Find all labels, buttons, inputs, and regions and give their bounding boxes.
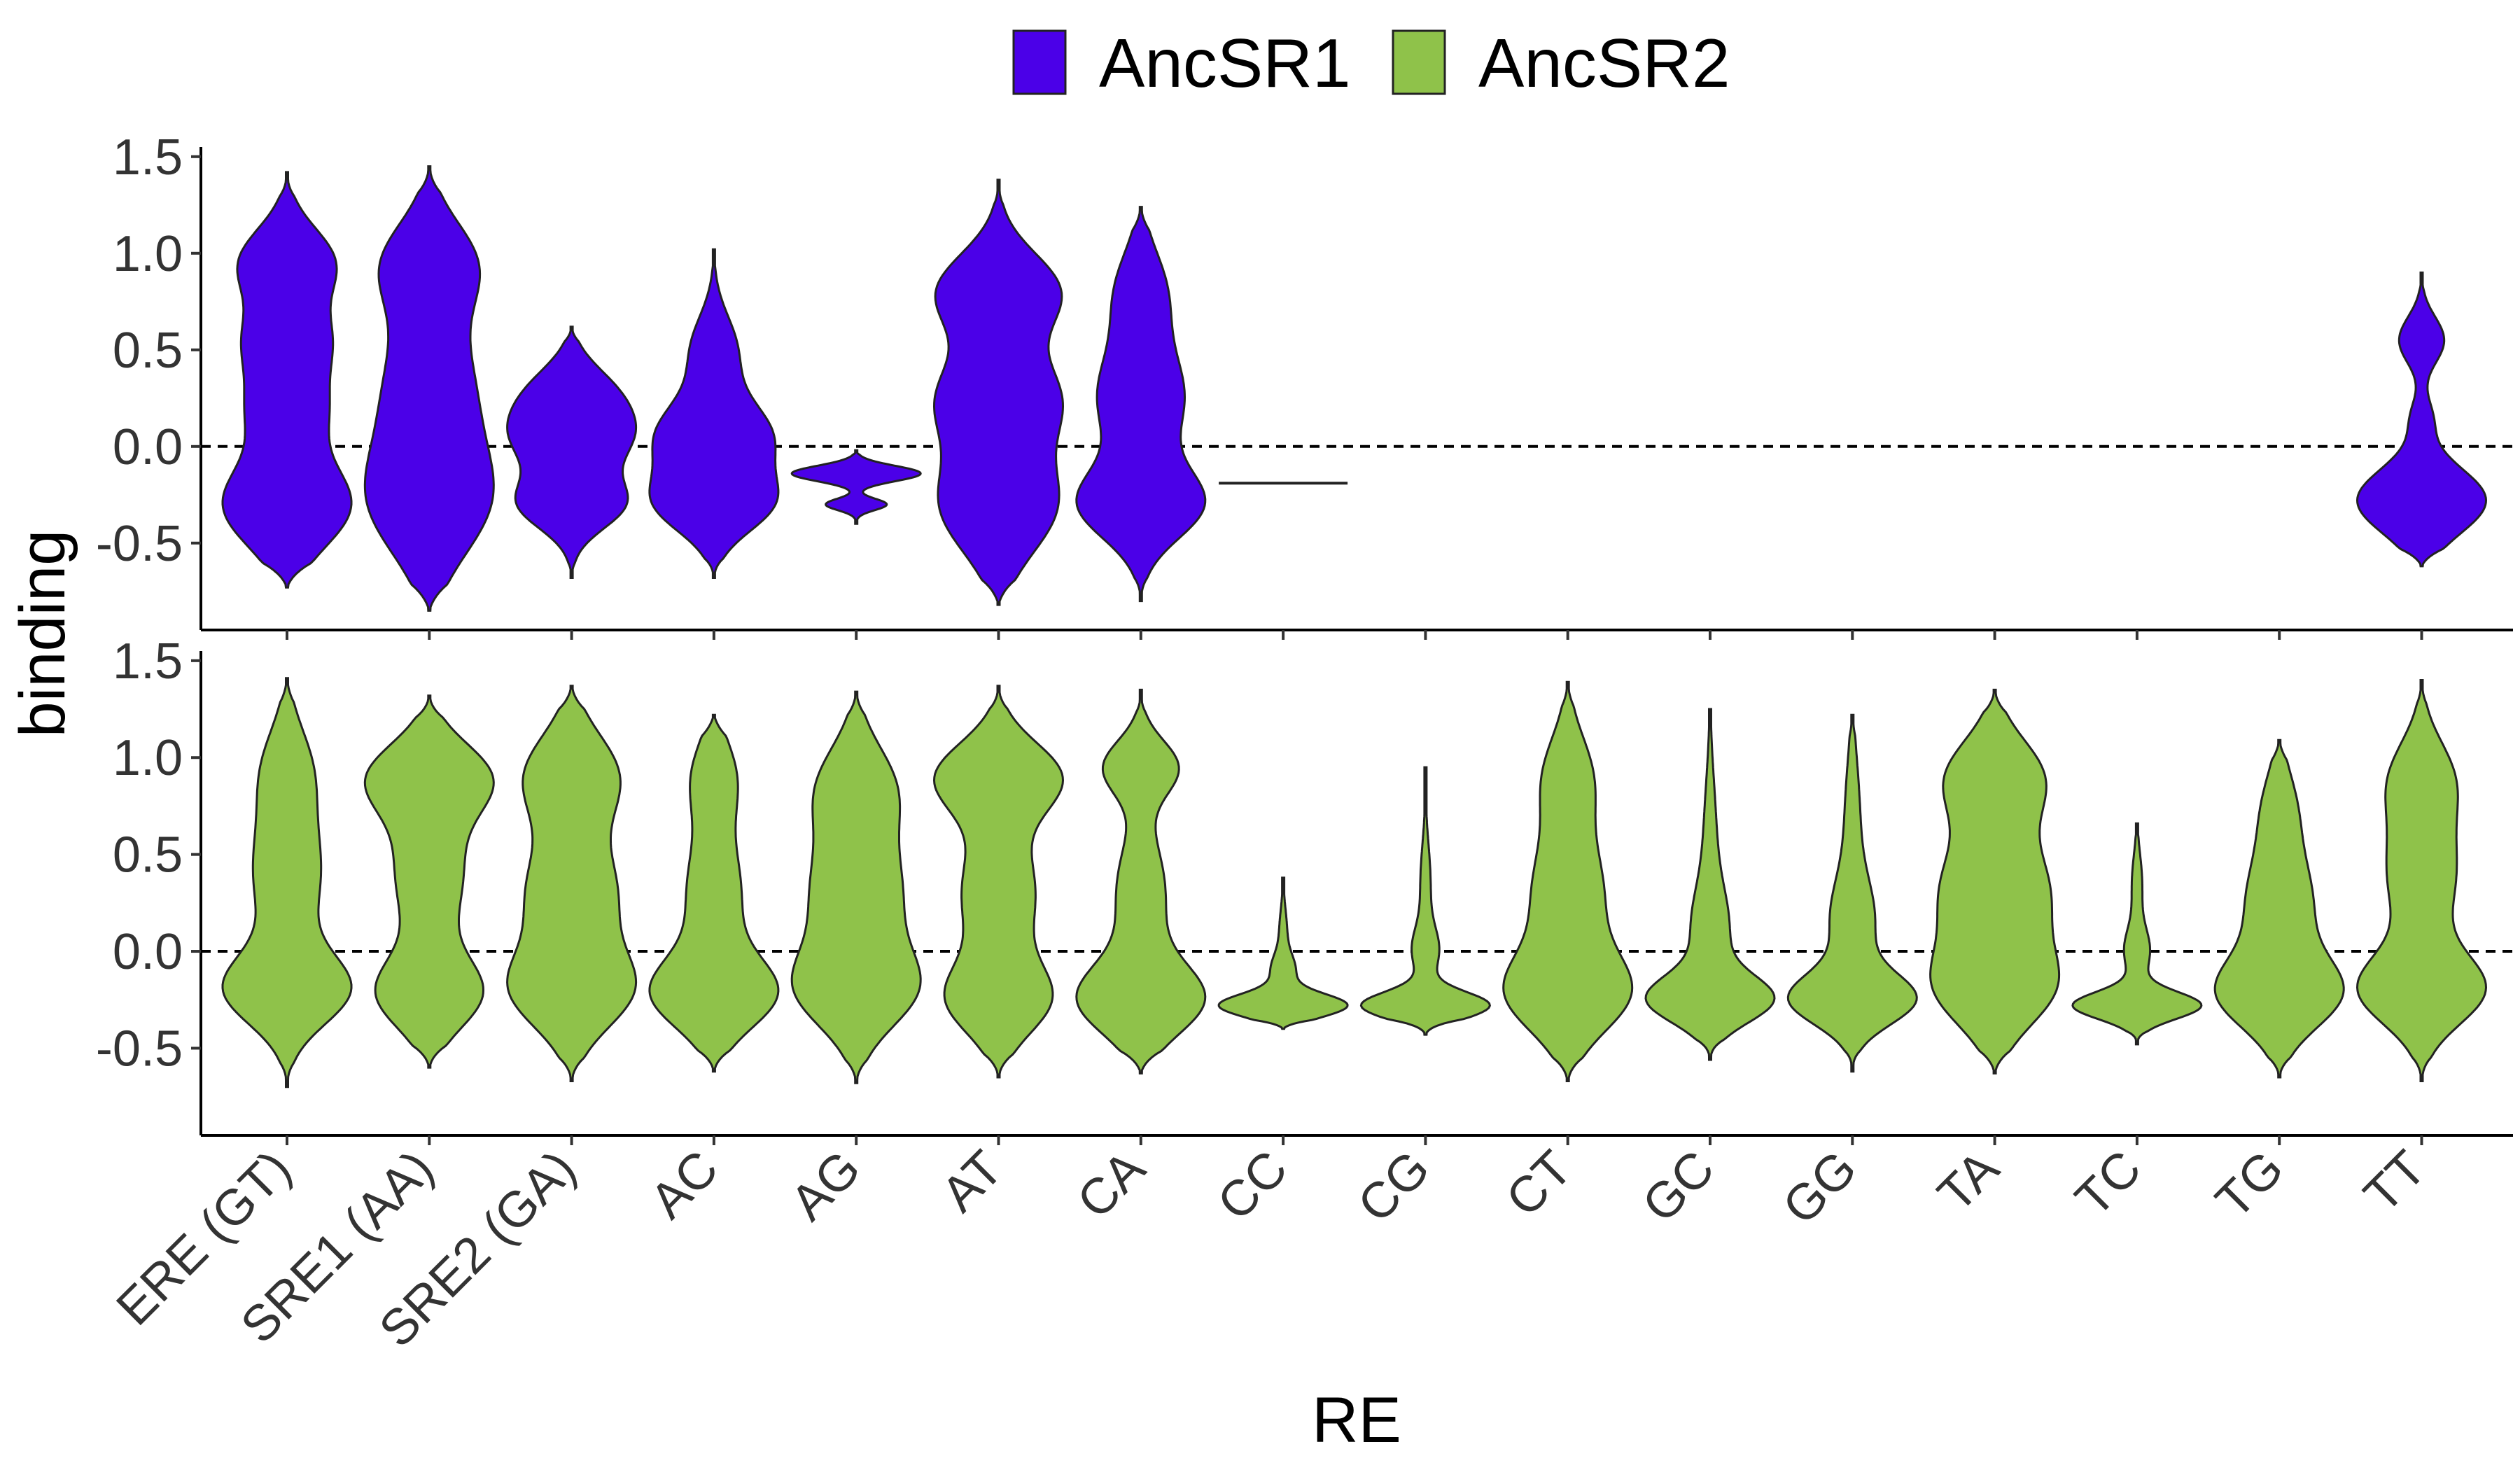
violin-ancsr1-at	[932, 178, 1065, 606]
panel-ancsr1: -0.5 0.0 0.5 1.0 1.5	[96, 130, 2513, 640]
y-tick-label: 0.0	[113, 419, 183, 475]
x-tick-label-gc: GC	[1632, 1140, 1725, 1233]
violin-ancsr2-at	[932, 685, 1065, 1079]
legend-label-ancsr1: AncSR1	[1099, 24, 1351, 102]
x-tick-label-tg: TG	[2205, 1140, 2294, 1229]
legend-swatch-ancsr1	[1012, 29, 1067, 95]
x-axis-title: RE	[1312, 1385, 1401, 1456]
x-tick-label-ca: CA	[1067, 1140, 1156, 1229]
x-tick-label-at: AT	[931, 1140, 1014, 1223]
y-tick-label: 1.0	[113, 226, 183, 282]
x-tick-labels: ERE (GT)SRE1 (AA)SRE2 (GA) AC AG AT CA CC CG CT…	[106, 1140, 2437, 1358]
y-tick-label: 0.5	[113, 323, 183, 379]
violin-ancsr2-ag	[790, 690, 922, 1084]
violin-ancsr2-ca	[1075, 688, 1207, 1074]
violin-ancsr2-ta	[1929, 688, 2061, 1074]
panel-ancsr2: -0.5 0.0 0.5 1.0 1.5	[96, 634, 2513, 1145]
x-tick-label-ta: TA	[1927, 1140, 2010, 1223]
y-tick-label: 0.0	[113, 924, 183, 980]
y-tick-label: 1.5	[113, 634, 183, 690]
x-tick-label-ac: AC	[640, 1140, 729, 1229]
violin-ancsr2-sre2-ga	[506, 685, 638, 1082]
violin-ancsr2-tc	[2071, 822, 2203, 1046]
x-tick-label-tc: TC	[2065, 1140, 2152, 1227]
legend-swatch-ancsr2	[1392, 29, 1446, 95]
x-tick-label-cc: CC	[1207, 1140, 1298, 1231]
violin-ancsr2-ct	[1502, 680, 1634, 1082]
violin-ancsr1-ca	[1075, 206, 1207, 603]
violin-ancsr1-ere-gt	[221, 171, 353, 589]
violin-ancsr1-tt	[2356, 271, 2488, 568]
violin-ancsr1-ac	[648, 248, 780, 579]
violin-ancsr2-tt	[2356, 679, 2488, 1082]
legend: AncSR1 AncSR2	[1012, 24, 1730, 102]
x-tick-label-cg: CG	[1348, 1140, 1441, 1233]
x-tick-label-ag: AG	[780, 1140, 871, 1231]
violin-ancsr1-sre2-ga	[506, 326, 638, 579]
y-tick-label: 1.0	[113, 730, 183, 786]
violin-ancsr2-tg	[2213, 738, 2345, 1079]
violin-ancsr2-cc	[1217, 876, 1349, 1030]
y-axis-title: binding	[7, 530, 78, 738]
y-tick-label: 1.5	[113, 130, 183, 186]
violin-ancsr2-ac	[648, 713, 780, 1073]
x-tick-label-gg: GG	[1772, 1140, 1868, 1236]
violin-ancsr2-gg	[1786, 713, 1918, 1073]
violin-ancsr2-ere-gt	[221, 677, 353, 1088]
violin-ancsr2-sre1-aa	[363, 694, 495, 1069]
y-tick-label: -0.5	[96, 1021, 183, 1077]
y-tick-label: 0.5	[113, 827, 183, 883]
x-tick-label-tt: TT	[2353, 1140, 2437, 1224]
legend-label-ancsr2: AncSR2	[1478, 24, 1730, 102]
y-tick-label: -0.5	[96, 516, 183, 572]
violin-ancsr1-ag	[790, 449, 922, 525]
x-tick-label-ct: CT	[1496, 1140, 1583, 1227]
violin-ancsr2-gc	[1644, 708, 1776, 1061]
violin-ancsr2-cg	[1359, 766, 1491, 1036]
violin-ancsr1-sre1-aa	[363, 165, 495, 612]
